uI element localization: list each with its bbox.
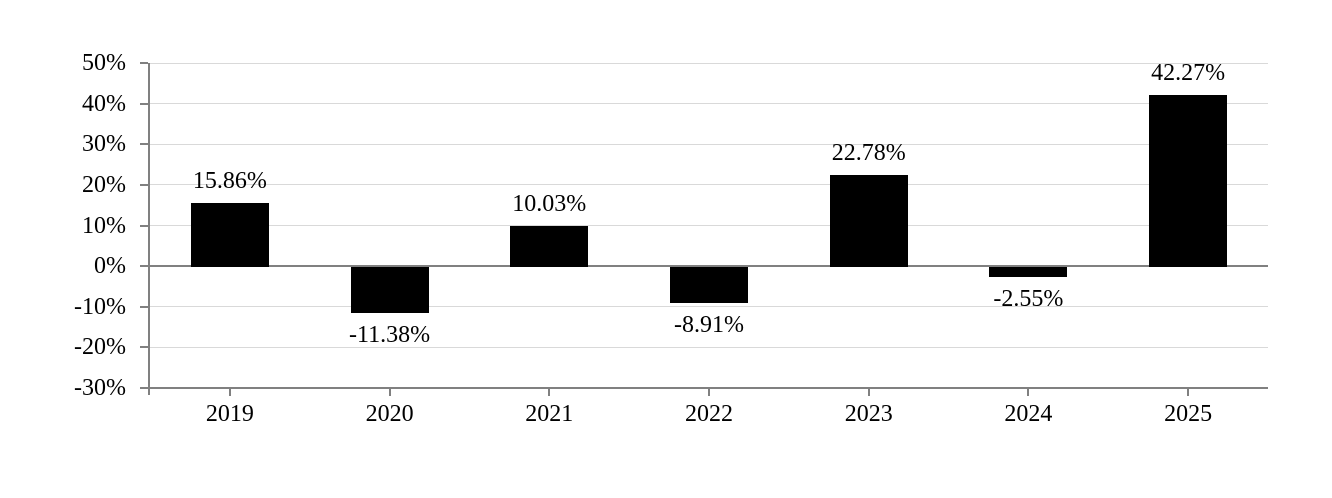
x-axis-tick: [548, 389, 551, 396]
x-axis-tick: [708, 389, 710, 396]
grid-line: [150, 143, 1268, 145]
x-axis-line: [148, 387, 1268, 389]
x-axis-tick: [228, 389, 231, 396]
bar: [190, 202, 269, 268]
grid-line: [150, 225, 1268, 226]
bar-value-label: 10.03%: [512, 191, 587, 218]
x-tick-label: 2024: [1004, 401, 1053, 427]
y-axis-tick: [140, 183, 148, 186]
bar-value-label: 42.27%: [1151, 60, 1226, 87]
bar: [989, 267, 1068, 278]
grid-line: [150, 62, 1268, 64]
bar-value-label: 22.78%: [831, 139, 906, 166]
bar-value-label: 15.86%: [192, 167, 267, 194]
y-tick-label: 0%: [94, 253, 126, 280]
grid-line: [150, 346, 1268, 348]
bar-value-label: -8.91%: [674, 312, 744, 339]
x-tick-label: 2023: [844, 401, 893, 427]
y-tick-label: -10%: [74, 293, 126, 320]
x-tick-label: 2020: [365, 401, 414, 427]
bar: [510, 226, 589, 268]
x-axis-tick: [867, 389, 870, 396]
x-axis-tick: [388, 389, 391, 396]
y-axis-line: [148, 63, 150, 395]
y-tick-label: 40%: [82, 90, 126, 117]
zero-axis-line: [150, 265, 1268, 268]
y-tick-label: 30%: [82, 131, 126, 158]
y-tick-label: 20%: [82, 171, 126, 198]
y-axis-tick: [140, 62, 148, 64]
y-tick-label: 10%: [82, 212, 126, 239]
y-axis-tick: [140, 305, 148, 308]
y-axis-tick: [140, 224, 148, 227]
x-axis-tick: [1027, 389, 1030, 396]
x-tick-label: 2021: [525, 401, 574, 427]
x-axis-tick: [1187, 389, 1190, 396]
x-tick-label: 2025: [1164, 401, 1213, 427]
bar-value-label: -11.38%: [349, 322, 431, 349]
y-axis-tick: [140, 387, 148, 389]
bar: [829, 174, 908, 268]
x-tick-label: 2019: [205, 401, 254, 427]
y-axis-tick: [140, 265, 148, 268]
grid-line: [150, 103, 1268, 105]
y-axis-tick: [140, 102, 148, 105]
y-tick-label: -30%: [74, 375, 126, 401]
grid-line: [150, 184, 1268, 186]
y-axis-tick: [140, 346, 148, 349]
y-axis-tick: [140, 143, 148, 146]
x-tick-label: 2022: [685, 401, 733, 427]
y-tick-label: -20%: [74, 334, 126, 361]
bar: [670, 267, 748, 304]
y-tick-label: 50%: [82, 50, 126, 76]
grid-line: [150, 306, 1268, 308]
bar: [350, 267, 429, 314]
bar-value-label: -2.55%: [993, 286, 1064, 313]
bar: [1149, 95, 1228, 268]
